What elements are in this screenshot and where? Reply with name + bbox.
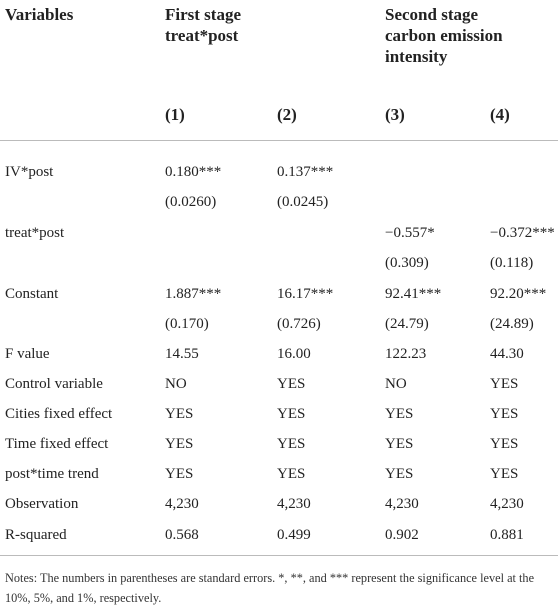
cell: YES	[490, 376, 519, 392]
column-number: (1)	[165, 105, 185, 124]
cell: 1.887***	[165, 286, 222, 302]
row-label: Control variable	[5, 376, 103, 392]
cell: 0.180***	[165, 164, 222, 180]
cell: (0.118)	[490, 255, 534, 271]
header-cell: Second stage carbon emission intensity	[385, 5, 503, 66]
cell: −0.372***	[490, 225, 555, 241]
cell: 0.568	[165, 527, 199, 543]
cell: (0.726)	[277, 316, 321, 332]
row-label: R-squared	[5, 527, 67, 543]
cell: 4,230	[385, 496, 419, 512]
cell: 14.55	[165, 346, 199, 362]
cell: (0.0260)	[165, 194, 217, 210]
row-label: Time fixed effect	[5, 436, 109, 452]
cell: 4,230	[165, 496, 199, 512]
column-number: (3)	[385, 105, 405, 124]
cell: (0.309)	[385, 255, 429, 271]
cell: YES	[490, 466, 519, 482]
column-number: (4)	[490, 105, 510, 124]
row-label: F value	[5, 346, 50, 362]
cell: YES	[490, 436, 519, 452]
cell: YES	[490, 406, 519, 422]
cell: 4,230	[277, 496, 311, 512]
header-cell: Variables	[5, 5, 74, 24]
cell: 0.499	[277, 527, 311, 543]
notes: Notes: The numbers in parentheses are st…	[5, 571, 535, 605]
row-label: IV*post	[5, 164, 54, 180]
cell: 92.20***	[490, 286, 547, 302]
cell: NO	[385, 376, 407, 392]
cell: YES	[277, 406, 306, 422]
cell: (0.0245)	[277, 194, 329, 210]
row-label: Constant	[5, 286, 59, 302]
cell: (24.89)	[490, 316, 534, 332]
header-cell: First stage treat*post	[165, 5, 242, 45]
cell: YES	[165, 406, 194, 422]
cell: YES	[165, 466, 194, 482]
cell: (24.79)	[385, 316, 429, 332]
cell: YES	[385, 466, 414, 482]
row-label: treat*post	[5, 225, 65, 241]
cell: YES	[165, 436, 194, 452]
cell: YES	[277, 436, 306, 452]
cell: 4,230	[490, 496, 524, 512]
row-label: Observation	[5, 496, 79, 512]
cell: 92.41***	[385, 286, 442, 302]
cell: YES	[277, 376, 306, 392]
cell: (0.170)	[165, 316, 209, 332]
cell: YES	[385, 406, 414, 422]
cell: −0.557*	[385, 225, 435, 241]
cell: 122.23	[385, 346, 427, 362]
cell: 0.902	[385, 527, 419, 543]
row-label: post*time trend	[5, 466, 99, 482]
cell: YES	[385, 436, 414, 452]
rule	[0, 140, 558, 141]
cell: 16.00	[277, 346, 311, 362]
column-number: (2)	[277, 105, 297, 124]
cell: 44.30	[490, 346, 524, 362]
cell: NO	[165, 376, 187, 392]
row-label: Cities fixed effect	[5, 406, 113, 422]
cell: YES	[277, 466, 306, 482]
cell: 0.137***	[277, 164, 334, 180]
rule	[0, 555, 558, 556]
cell: 0.881	[490, 527, 524, 543]
cell: 16.17***	[277, 286, 334, 302]
